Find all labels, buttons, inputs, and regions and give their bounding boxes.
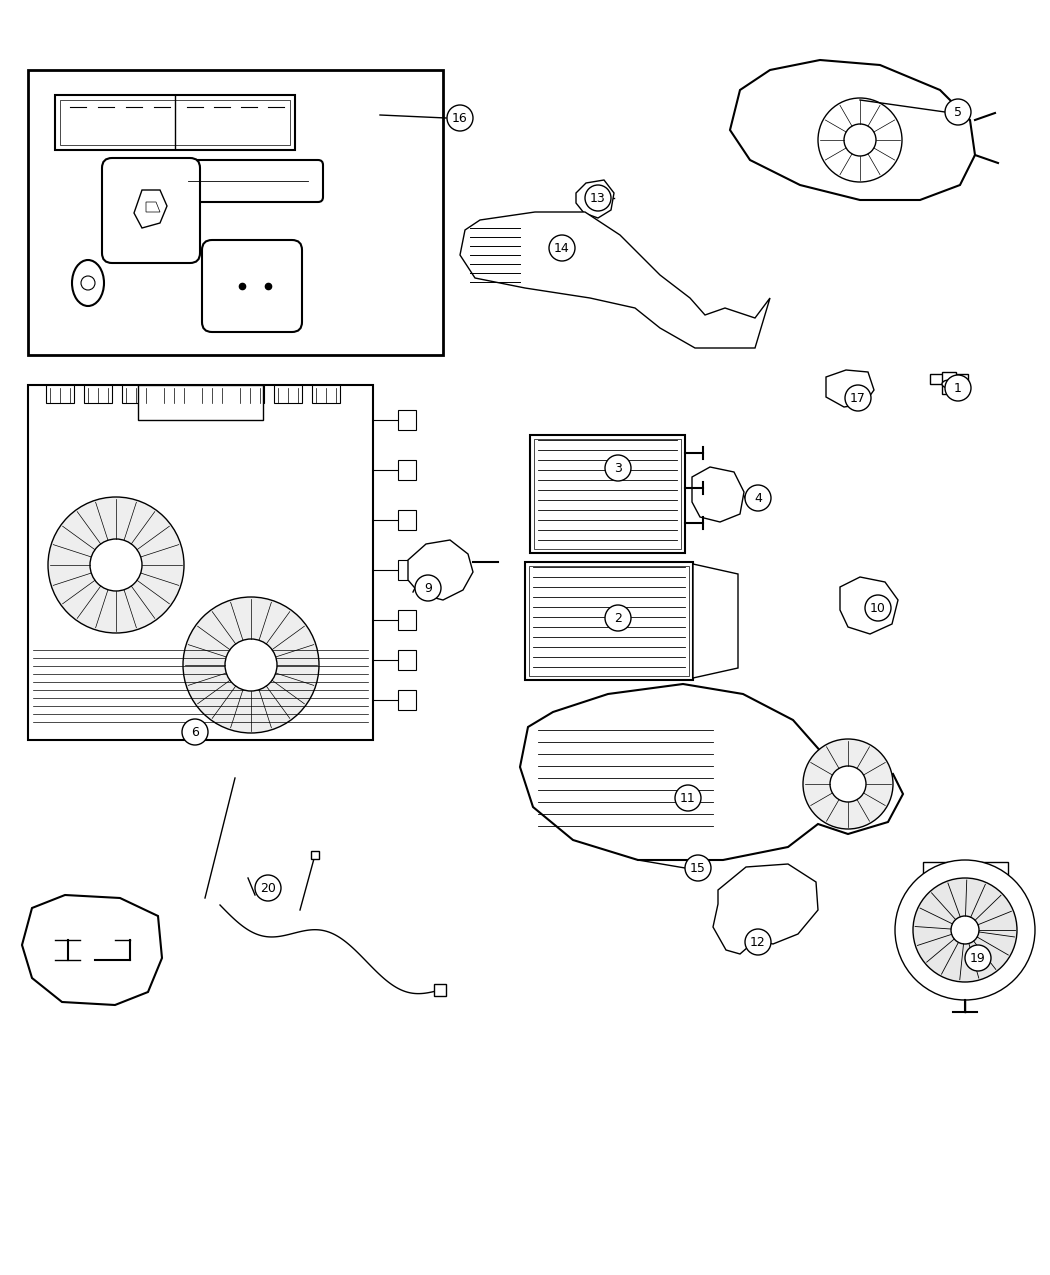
Polygon shape: [520, 683, 903, 861]
Bar: [923, 862, 1008, 887]
Text: 9: 9: [424, 581, 432, 594]
Circle shape: [965, 945, 991, 972]
Bar: [942, 372, 956, 394]
Polygon shape: [134, 190, 167, 228]
Circle shape: [255, 875, 281, 901]
Bar: [312, 385, 340, 403]
Bar: [46, 385, 74, 403]
Bar: [198, 385, 226, 403]
Circle shape: [865, 595, 891, 621]
FancyBboxPatch shape: [102, 158, 200, 263]
FancyBboxPatch shape: [202, 240, 302, 332]
Text: 1: 1: [954, 381, 962, 394]
Bar: [274, 385, 302, 403]
Text: 15: 15: [690, 862, 706, 875]
Circle shape: [945, 375, 971, 402]
Text: 10: 10: [870, 602, 886, 615]
Text: 19: 19: [970, 951, 986, 964]
Bar: [138, 385, 262, 419]
Text: 14: 14: [554, 241, 570, 255]
Circle shape: [415, 575, 441, 601]
Polygon shape: [730, 60, 975, 200]
Circle shape: [90, 539, 142, 592]
Circle shape: [818, 98, 902, 182]
Text: 17: 17: [850, 391, 866, 404]
Circle shape: [746, 929, 771, 955]
Bar: [398, 650, 416, 669]
Text: 3: 3: [614, 462, 622, 474]
Circle shape: [951, 915, 979, 944]
Text: 11: 11: [680, 792, 696, 805]
Ellipse shape: [72, 260, 104, 306]
Circle shape: [914, 878, 1017, 982]
Circle shape: [685, 856, 711, 881]
Bar: [530, 435, 685, 553]
Circle shape: [48, 497, 184, 632]
Circle shape: [675, 785, 701, 811]
Circle shape: [447, 105, 473, 131]
Bar: [55, 96, 295, 150]
Text: 12: 12: [750, 936, 765, 949]
Bar: [398, 560, 416, 580]
Circle shape: [803, 740, 892, 829]
Circle shape: [605, 606, 631, 631]
Bar: [398, 609, 416, 630]
Bar: [236, 385, 264, 403]
Polygon shape: [840, 578, 898, 634]
Ellipse shape: [942, 380, 956, 388]
Polygon shape: [826, 370, 874, 407]
Bar: [529, 566, 689, 676]
Text: 4: 4: [754, 491, 762, 505]
Polygon shape: [408, 541, 472, 601]
Text: 16: 16: [453, 111, 468, 125]
Circle shape: [895, 861, 1035, 1000]
Circle shape: [183, 597, 319, 733]
Circle shape: [845, 385, 871, 411]
Polygon shape: [576, 180, 614, 218]
Text: 20: 20: [260, 881, 276, 895]
Bar: [398, 510, 416, 530]
Bar: [84, 385, 112, 403]
Circle shape: [225, 639, 277, 691]
Bar: [60, 99, 290, 145]
Bar: [160, 385, 188, 403]
FancyBboxPatch shape: [173, 159, 323, 201]
Circle shape: [585, 185, 611, 210]
Circle shape: [746, 484, 771, 511]
Polygon shape: [22, 895, 162, 1005]
Bar: [398, 460, 416, 479]
Polygon shape: [693, 564, 738, 678]
Polygon shape: [146, 201, 160, 212]
Text: 2: 2: [614, 612, 622, 625]
Bar: [28, 385, 373, 740]
Bar: [398, 690, 416, 710]
Bar: [122, 385, 150, 403]
Circle shape: [844, 124, 876, 156]
Circle shape: [830, 766, 866, 802]
Text: 6: 6: [191, 725, 198, 738]
Polygon shape: [692, 467, 744, 521]
Circle shape: [549, 235, 575, 261]
Text: 5: 5: [954, 106, 962, 119]
Bar: [930, 374, 968, 384]
Polygon shape: [713, 864, 818, 954]
Text: 13: 13: [590, 191, 606, 204]
Circle shape: [182, 719, 208, 745]
Circle shape: [81, 275, 94, 289]
Circle shape: [945, 99, 971, 125]
Bar: [398, 411, 416, 430]
Bar: [525, 562, 693, 680]
Polygon shape: [460, 212, 770, 348]
Bar: [534, 439, 681, 550]
Circle shape: [605, 455, 631, 481]
Bar: [28, 70, 443, 354]
